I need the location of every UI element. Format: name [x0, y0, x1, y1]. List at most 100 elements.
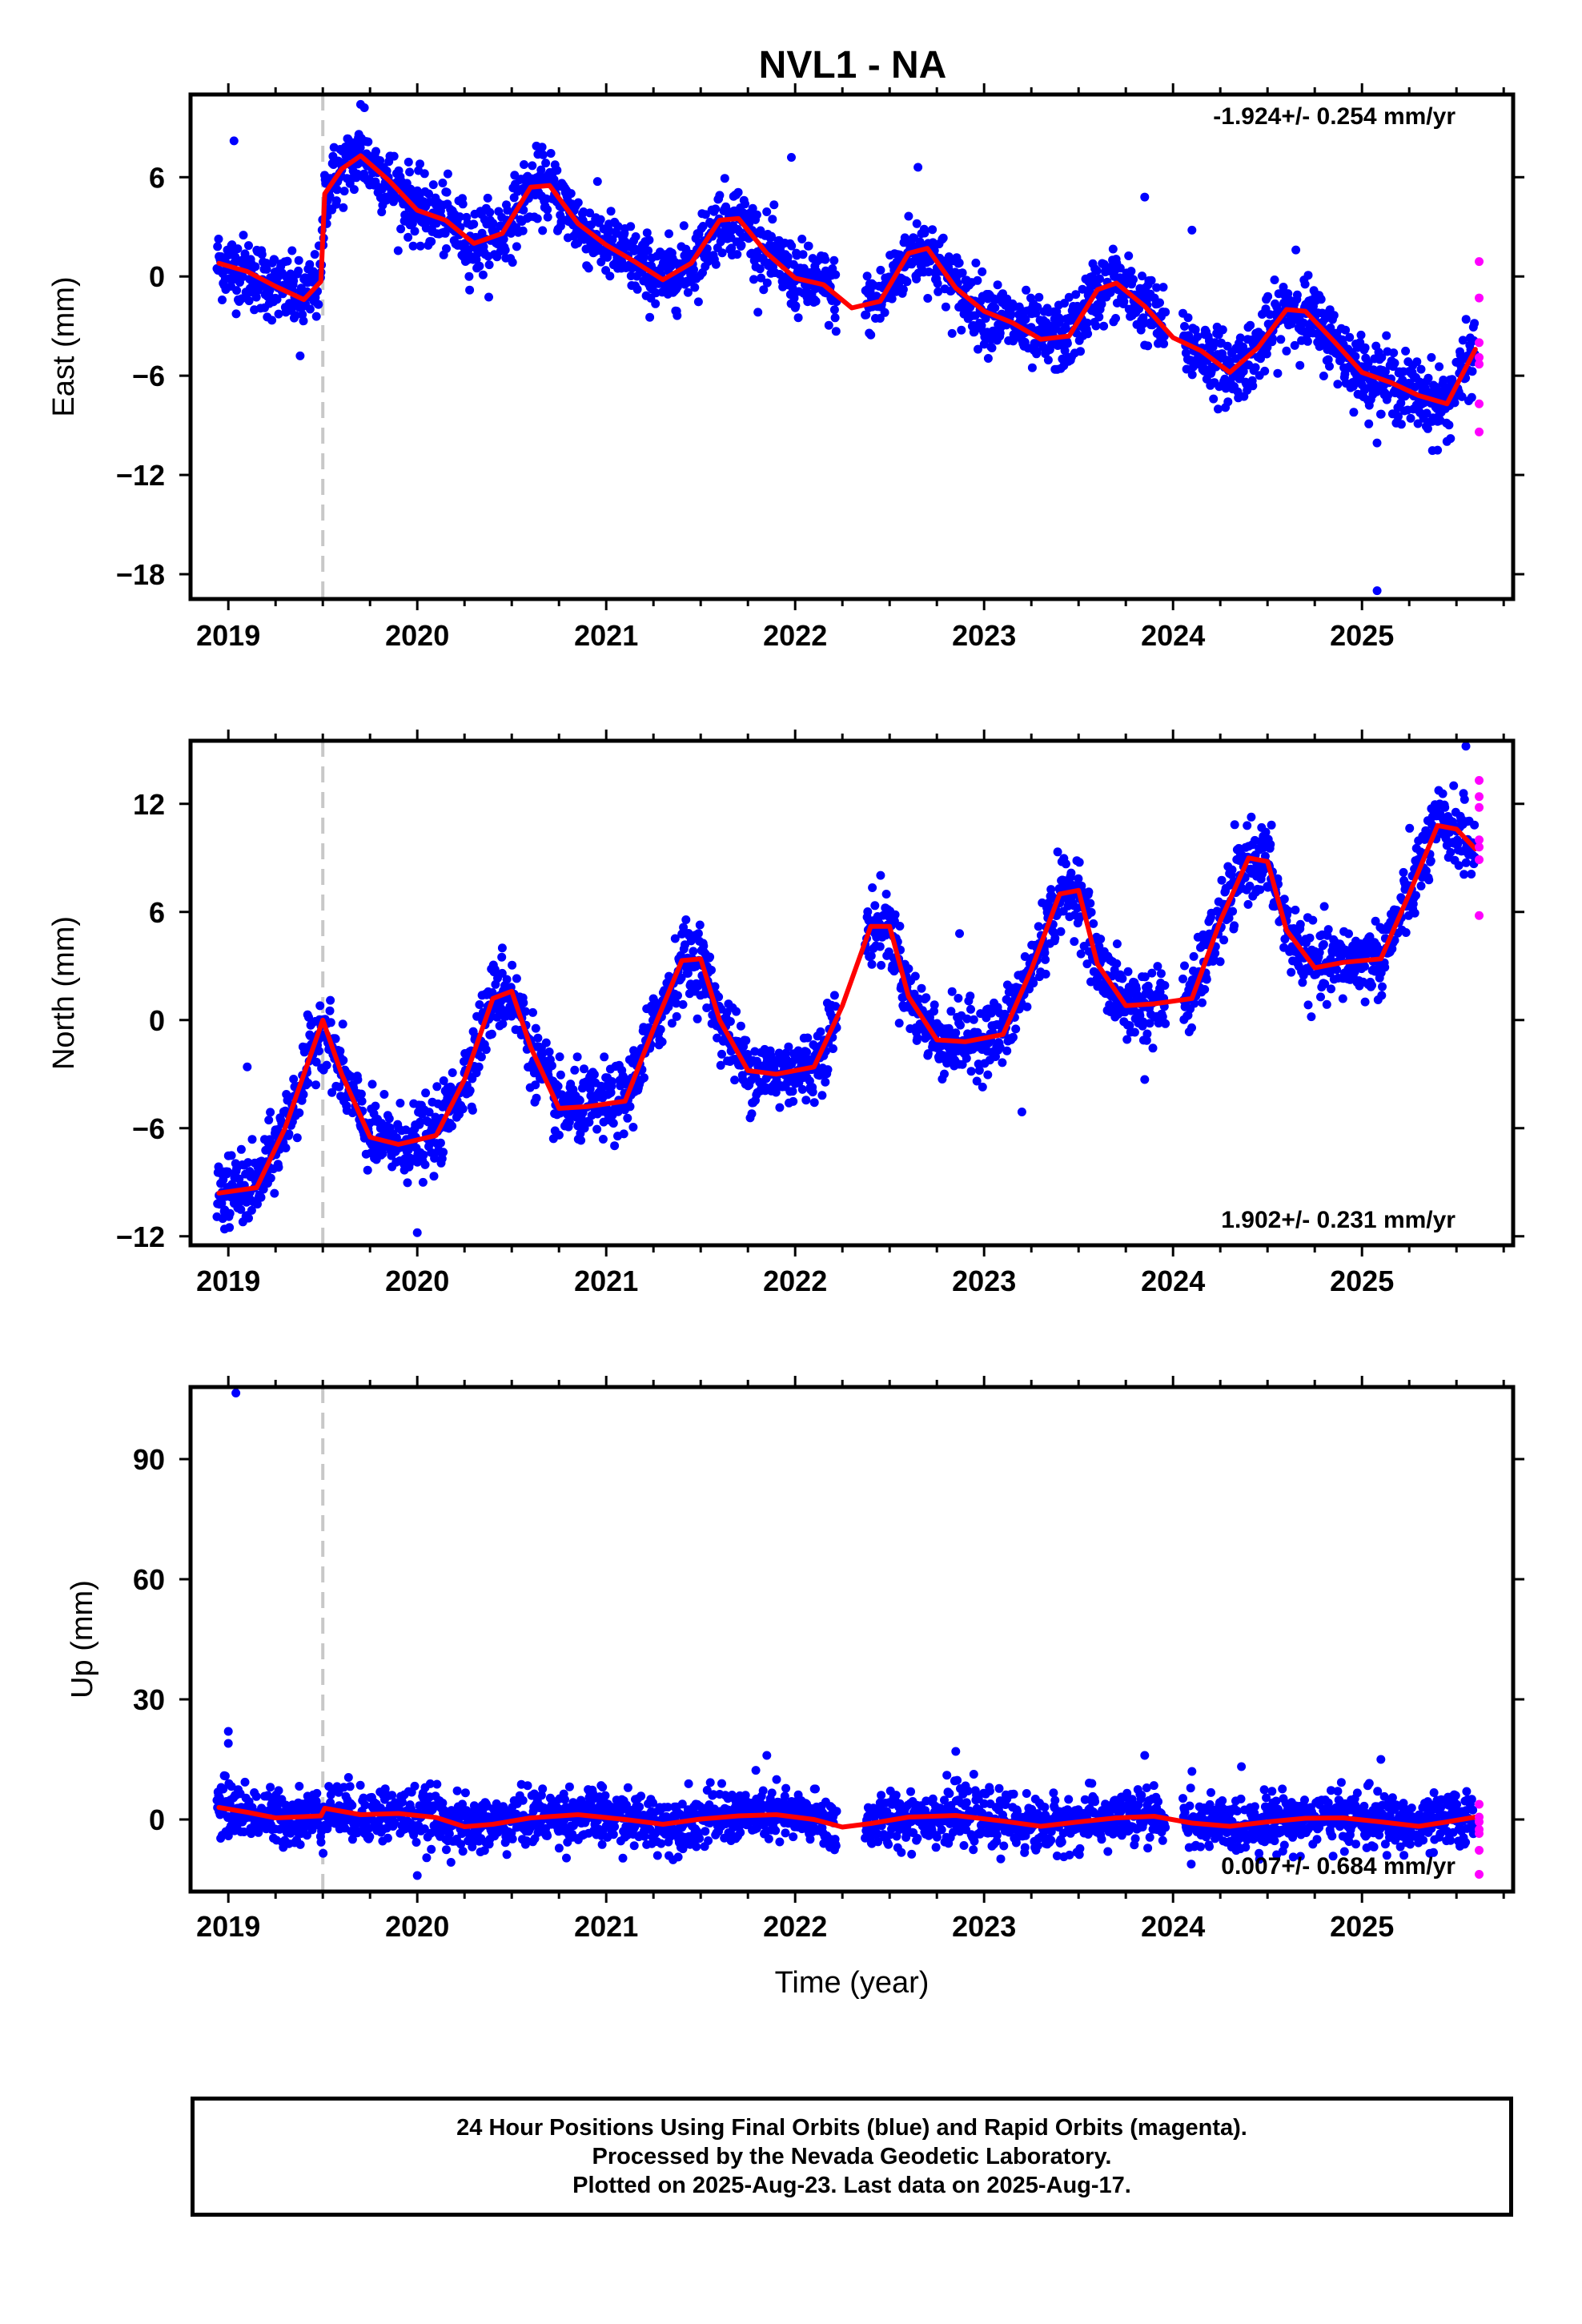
east-final-point — [1083, 329, 1093, 339]
north-final-point — [1410, 908, 1419, 918]
north-final-point — [519, 998, 528, 1007]
east-final-point — [787, 241, 797, 251]
east-final-point — [783, 252, 793, 262]
east-rapid-point — [1475, 257, 1484, 267]
east-final-point — [665, 229, 673, 239]
east-final-point — [1064, 292, 1074, 302]
east-final-point — [1221, 384, 1231, 393]
north-final-point — [732, 1007, 741, 1016]
north-final-point — [956, 1020, 965, 1030]
east-final-point — [1251, 363, 1260, 372]
north-final-point — [378, 1149, 387, 1159]
north-final-point — [236, 1204, 246, 1214]
north-final-point — [292, 1133, 302, 1143]
east-final-point — [755, 264, 765, 274]
north-final-point — [356, 1089, 366, 1099]
north-final-point — [875, 942, 885, 951]
north-final-point — [803, 1033, 813, 1043]
east-final-point — [1390, 358, 1399, 368]
north-final-point — [1461, 742, 1471, 751]
east-final-point — [596, 215, 605, 224]
east-final-point — [987, 344, 997, 352]
north-final-point — [1061, 859, 1070, 869]
east-final-point — [520, 160, 528, 169]
east-final-point — [1276, 335, 1286, 344]
north-final-point — [809, 1098, 819, 1108]
east-final-point — [464, 271, 474, 281]
north-final-point — [424, 1108, 434, 1117]
north-x-tick-label: 2023 — [952, 1265, 1016, 1297]
north-final-point — [1190, 999, 1199, 1008]
north-final-point — [884, 947, 893, 957]
east-final-point — [331, 196, 341, 206]
east-final-point — [1180, 322, 1189, 331]
north-final-point — [817, 1091, 827, 1100]
north-final-point — [789, 1096, 798, 1106]
north-final-point — [717, 1049, 726, 1059]
east-final-point — [396, 224, 406, 234]
east-final-point — [1389, 348, 1399, 358]
north-x-tick-label: 2020 — [385, 1265, 449, 1297]
north-final-point — [416, 1117, 424, 1127]
north-final-point — [1305, 933, 1315, 943]
east-final-point — [311, 312, 321, 321]
north-final-point — [1053, 847, 1062, 857]
north-final-point — [448, 1121, 457, 1131]
east-final-point — [519, 205, 528, 215]
east-x-tick-label: 2023 — [952, 619, 1016, 652]
east-final-point — [1325, 361, 1334, 371]
north-final-point — [520, 1007, 530, 1016]
up-final-point — [240, 1777, 250, 1787]
north-final-point — [1145, 1019, 1154, 1028]
east-final-point — [1092, 266, 1102, 275]
north-final-point — [693, 1014, 702, 1023]
north-final-point — [589, 1070, 599, 1080]
north-final-point — [725, 1017, 735, 1026]
east-final-point — [427, 237, 436, 247]
east-y-tick-label: −12 — [116, 459, 165, 492]
north-final-point — [600, 1052, 609, 1062]
east-x-tick-label: 2020 — [385, 619, 449, 652]
east-final-point — [933, 279, 942, 288]
east-final-point — [538, 226, 548, 235]
north-final-point — [1380, 963, 1390, 972]
east-final-point — [1377, 352, 1387, 362]
up-final-point — [251, 1791, 261, 1801]
east-final-point — [500, 245, 510, 255]
north-x-tick-label: 2025 — [1330, 1265, 1394, 1297]
east-final-point — [1091, 321, 1101, 331]
east-final-point — [363, 137, 373, 147]
north-final-point — [439, 1148, 448, 1157]
north-final-point — [1178, 974, 1187, 983]
east-final-point — [904, 211, 913, 221]
north-final-point — [311, 1080, 320, 1090]
north-final-point — [962, 1014, 972, 1023]
north-final-point — [904, 964, 913, 974]
east-final-point — [749, 275, 758, 284]
east-final-point — [546, 149, 556, 158]
north-final-point — [946, 1007, 956, 1016]
north-rate-label: 1.902+/- 0.231 mm/yr — [1221, 1207, 1456, 1233]
up-final-point — [223, 1831, 233, 1840]
east-final-point — [626, 222, 636, 231]
north-final-point — [474, 1062, 484, 1072]
east-final-point — [938, 233, 948, 243]
east-final-point — [262, 264, 271, 274]
east-final-point — [1071, 290, 1081, 300]
north-final-point — [1453, 839, 1463, 849]
east-final-point — [1209, 394, 1219, 404]
north-final-point — [1017, 1108, 1026, 1116]
east-final-point — [1263, 292, 1273, 301]
north-final-point — [1142, 1035, 1151, 1045]
north-final-point — [1000, 1009, 1010, 1019]
north-final-point — [554, 1130, 564, 1140]
east-final-point — [1248, 381, 1258, 391]
east-final-point — [404, 157, 413, 167]
north-final-point — [225, 1208, 235, 1218]
east-final-point — [1396, 398, 1406, 408]
north-final-point — [1041, 955, 1050, 964]
east-final-point — [274, 309, 283, 319]
east-final-point — [404, 232, 413, 242]
east-final-point — [484, 292, 493, 302]
